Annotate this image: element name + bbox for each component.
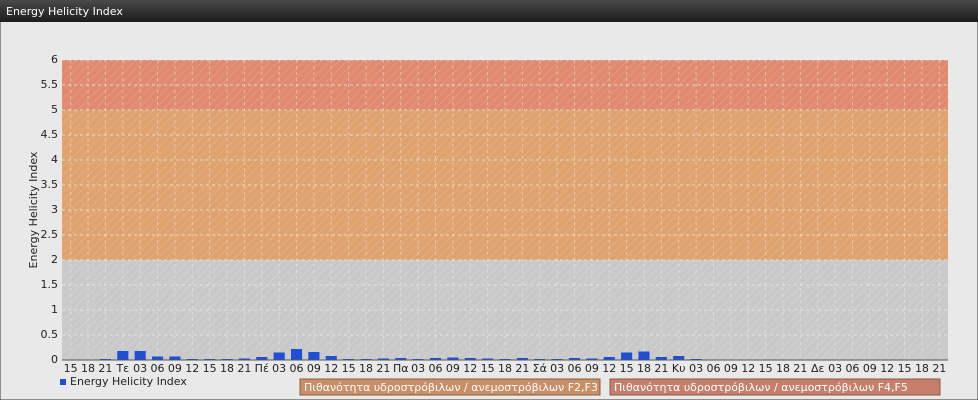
x-tick-label: 09 xyxy=(307,362,321,375)
x-tick-label: 12 xyxy=(880,362,894,375)
x-tick-label: 21 xyxy=(793,362,807,375)
y-tick-label: 2.5 xyxy=(41,228,59,241)
y-tick-label: 1 xyxy=(51,303,58,316)
x-tick-label: 09 xyxy=(446,362,460,375)
x-tick-label: 15 xyxy=(203,362,217,375)
x-tick-label: 09 xyxy=(863,362,877,375)
x-tick-label: Σά xyxy=(533,362,547,375)
x-tick-label: 09 xyxy=(168,362,182,375)
bar xyxy=(655,357,667,360)
y-tick-label: 2 xyxy=(51,253,58,266)
x-tick-label: 06 xyxy=(151,362,165,375)
x-tick-label: 21 xyxy=(98,362,112,375)
x-tick-label: 21 xyxy=(654,362,668,375)
x-tick-label: 09 xyxy=(585,362,599,375)
x-tick-label: Πέ xyxy=(255,362,269,375)
x-tick-label: 03 xyxy=(828,362,842,375)
bar xyxy=(151,356,164,360)
bar xyxy=(273,352,285,360)
bar xyxy=(464,358,476,360)
bar xyxy=(586,358,598,360)
bar xyxy=(325,356,337,360)
x-tick-label: 03 xyxy=(411,362,425,375)
bar xyxy=(377,358,389,360)
x-tick-label: 06 xyxy=(706,362,720,375)
bar xyxy=(673,356,685,360)
chart-title: Energy Helicity Index xyxy=(6,5,123,18)
x-tick-label: 06 xyxy=(845,362,859,375)
y-tick-label: 3 xyxy=(51,203,58,216)
x-tick-label: Δε xyxy=(811,362,825,375)
bar xyxy=(395,358,407,360)
x-tick-label: 12 xyxy=(185,362,199,375)
bar xyxy=(482,358,494,360)
x-tick-label: Τε xyxy=(115,362,129,375)
x-tick-label: 21 xyxy=(237,362,251,375)
y-tick-label: 0 xyxy=(51,353,58,366)
y-tick-label: 0.5 xyxy=(41,328,59,341)
x-tick-label: 12 xyxy=(463,362,477,375)
x-tick-label: 18 xyxy=(776,362,790,375)
y-axis-label: Energy Helicity Index xyxy=(27,151,40,268)
x-tick-label: 06 xyxy=(290,362,304,375)
x-tick-label: 15 xyxy=(620,362,634,375)
x-tick-label: 15 xyxy=(64,362,78,375)
bar xyxy=(238,358,250,360)
x-tick-label: 12 xyxy=(741,362,755,375)
bar xyxy=(429,358,442,360)
x-tick-label: 03 xyxy=(272,362,286,375)
x-tick-label: 21 xyxy=(932,362,946,375)
x-tick-label: 18 xyxy=(81,362,95,375)
bar xyxy=(290,349,303,360)
title-bar xyxy=(0,0,978,22)
bar xyxy=(638,351,650,360)
y-tick-label: 6 xyxy=(51,53,58,66)
x-tick-label: 18 xyxy=(498,362,512,375)
x-tick-label: 03 xyxy=(689,362,703,375)
bar xyxy=(134,351,146,360)
y-tick-label: 4.5 xyxy=(41,128,59,141)
y-tick-label: 4 xyxy=(51,153,58,166)
x-tick-label: Πα xyxy=(393,362,409,375)
band-legend-box xyxy=(609,378,941,396)
x-tick-label: 12 xyxy=(324,362,338,375)
y-tick-label: 3.5 xyxy=(41,178,59,191)
bar xyxy=(447,357,459,360)
y-tick-label: 5.5 xyxy=(41,78,59,91)
bar xyxy=(256,357,268,360)
x-tick-label: 12 xyxy=(602,362,616,375)
x-tick-label: 18 xyxy=(220,362,234,375)
x-tick-label: 03 xyxy=(550,362,564,375)
bar xyxy=(603,357,615,360)
x-tick-label: 18 xyxy=(915,362,929,375)
x-tick-label: 09 xyxy=(724,362,738,375)
bar xyxy=(516,358,528,360)
x-tick-label: 21 xyxy=(515,362,529,375)
x-tick-label: 21 xyxy=(376,362,390,375)
x-tick-label: 06 xyxy=(429,362,443,375)
bar xyxy=(621,352,633,360)
x-tick-label: 15 xyxy=(898,362,912,375)
x-tick-label: 18 xyxy=(637,362,651,375)
band-legend-box xyxy=(299,378,601,396)
x-tick-label: 06 xyxy=(567,362,581,375)
bar xyxy=(308,352,320,360)
x-tick-label: 15 xyxy=(759,362,773,375)
x-tick-label: Κυ xyxy=(672,362,686,375)
y-tick-label: 1.5 xyxy=(41,278,59,291)
bar xyxy=(169,356,181,360)
x-tick-label: 18 xyxy=(359,362,373,375)
x-tick-label: 15 xyxy=(481,362,495,375)
band-legend-label: Πιθανότητα υδροστρόβιλων / ανεμοστρόβιλω… xyxy=(304,381,598,394)
x-tick-label: 03 xyxy=(133,362,147,375)
band-legend-label: Πιθανότητα υδροστρόβιλων / ανεμοστρόβιλω… xyxy=(614,381,908,394)
y-tick-label: 5 xyxy=(51,103,58,116)
x-tick-label: 15 xyxy=(342,362,356,375)
bar xyxy=(117,351,129,360)
legend-swatch xyxy=(60,379,66,385)
legend-label: Energy Helicity Index xyxy=(70,375,187,388)
bar xyxy=(568,358,581,360)
